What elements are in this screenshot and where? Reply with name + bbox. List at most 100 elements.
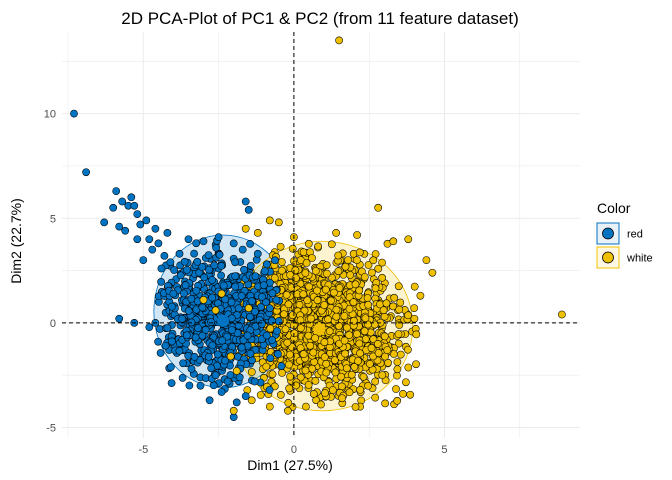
point-red [248, 297, 256, 305]
point-white [311, 267, 320, 275]
point-red [265, 386, 274, 394]
points-layer [70, 36, 566, 421]
point-red [232, 398, 241, 407]
point-red [238, 245, 247, 254]
point-red [184, 306, 193, 315]
point-red [148, 245, 157, 254]
point-red [156, 349, 165, 357]
point-white [355, 339, 364, 348]
point-white [327, 240, 336, 249]
point-red [258, 292, 266, 301]
point-white [303, 296, 312, 305]
point-red [166, 258, 175, 267]
point-white [367, 344, 376, 352]
point-red [145, 323, 154, 331]
point-white [373, 340, 382, 348]
point-red [161, 341, 170, 350]
group-center-red [217, 314, 230, 327]
point-white [241, 224, 250, 233]
point-white [232, 367, 241, 375]
point-red [192, 286, 201, 295]
point-red [200, 273, 209, 282]
point-white [265, 402, 274, 411]
point-white [277, 258, 286, 266]
point-white [335, 36, 343, 45]
point-white [359, 372, 368, 381]
point-white [371, 377, 380, 386]
point-white [302, 259, 311, 267]
point-white [360, 327, 369, 336]
point-white [266, 324, 275, 333]
point-white [361, 314, 370, 323]
point-white [342, 364, 351, 373]
point-red [229, 239, 238, 248]
point-red [169, 289, 178, 298]
point-red [268, 317, 276, 325]
point-red [136, 220, 145, 229]
point-red [163, 324, 172, 332]
point-red [262, 331, 271, 340]
point-red [178, 314, 186, 323]
point-white [422, 256, 431, 264]
point-white [291, 266, 300, 275]
point-red [207, 364, 216, 373]
point-red [182, 331, 191, 340]
x-tick-label: -5 [138, 444, 148, 456]
point-red [217, 388, 226, 396]
point-red [196, 381, 205, 390]
point-red [127, 193, 136, 202]
point-red [265, 304, 274, 313]
point-white [340, 336, 349, 345]
point-white [383, 346, 392, 354]
point-red [246, 240, 254, 248]
legend-marker-white [602, 251, 614, 264]
chart-title: 2D PCA-Plot of PC1 & PC2 (from 11 featur… [121, 9, 518, 28]
point-red [259, 281, 268, 290]
point-white [284, 300, 293, 309]
point-white [330, 288, 338, 297]
point-white [394, 339, 403, 348]
point-white [380, 332, 389, 341]
point-white [369, 256, 378, 265]
point-red [167, 379, 176, 387]
point-red [218, 336, 227, 345]
point-red [133, 235, 142, 244]
point-white [322, 360, 331, 368]
point-red [227, 298, 236, 307]
point-red [208, 293, 217, 302]
point-red [82, 168, 90, 177]
point-red [243, 331, 252, 340]
point-white [389, 237, 398, 246]
point-white [288, 311, 297, 320]
point-white [378, 371, 387, 379]
point-white [334, 267, 343, 276]
point-white [364, 261, 373, 269]
point-red [201, 326, 210, 334]
point-white [309, 390, 318, 398]
point-white [288, 244, 297, 253]
point-white [320, 338, 329, 347]
point-white [374, 203, 383, 212]
point-red [246, 313, 254, 321]
point-white [346, 271, 355, 279]
point-red [277, 362, 286, 370]
point-white [322, 368, 331, 377]
point-red [208, 341, 217, 350]
point-red [274, 350, 282, 358]
point-white [371, 284, 380, 293]
point-white [412, 360, 420, 369]
point-red [237, 343, 246, 352]
point-white [299, 350, 308, 358]
point-white [328, 273, 336, 282]
point-white [356, 386, 365, 394]
point-white [379, 306, 388, 315]
point-red [217, 262, 226, 270]
point-white [341, 262, 350, 271]
point-red [168, 337, 176, 346]
point-red [204, 352, 213, 361]
point-white [323, 269, 331, 278]
point-white [354, 357, 362, 365]
point-white [308, 254, 316, 262]
point-white [256, 391, 265, 399]
